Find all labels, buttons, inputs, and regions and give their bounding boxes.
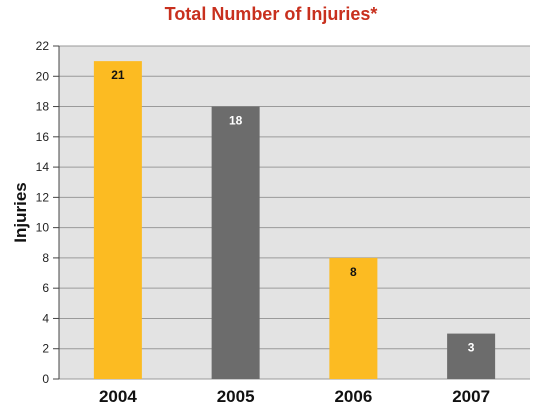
x-tick-label: 2006 (334, 387, 372, 406)
data-label: 8 (350, 265, 357, 279)
y-tick-label: 18 (36, 100, 50, 114)
bar-2006 (329, 257, 378, 379)
y-tick-label: 12 (36, 190, 50, 204)
y-tick-label: 16 (36, 130, 50, 144)
y-tick-label: 4 (42, 311, 49, 325)
y-tick-label: 2 (42, 342, 49, 356)
data-label: 18 (229, 114, 243, 128)
bar-2007 (447, 333, 496, 379)
data-label: 3 (468, 341, 475, 355)
y-tick-label: 22 (36, 39, 50, 53)
y-tick-label: 10 (36, 221, 50, 235)
y-tick-label: 0 (42, 372, 49, 386)
x-tick-label: 2005 (217, 387, 255, 406)
y-tick-label: 20 (36, 69, 50, 83)
y-tick-label: 6 (42, 281, 49, 295)
data-label: 21 (111, 68, 125, 82)
y-tick-label: 14 (36, 160, 50, 174)
bar-2004 (93, 61, 142, 380)
y-tick-label: 8 (42, 251, 49, 265)
bar-2005 (211, 106, 260, 379)
chart-title: Total Number of Injuries* (164, 4, 378, 24)
y-axis-label: Injuries (11, 182, 30, 242)
x-tick-label: 2004 (99, 387, 137, 406)
x-tick-label: 2007 (452, 387, 490, 406)
